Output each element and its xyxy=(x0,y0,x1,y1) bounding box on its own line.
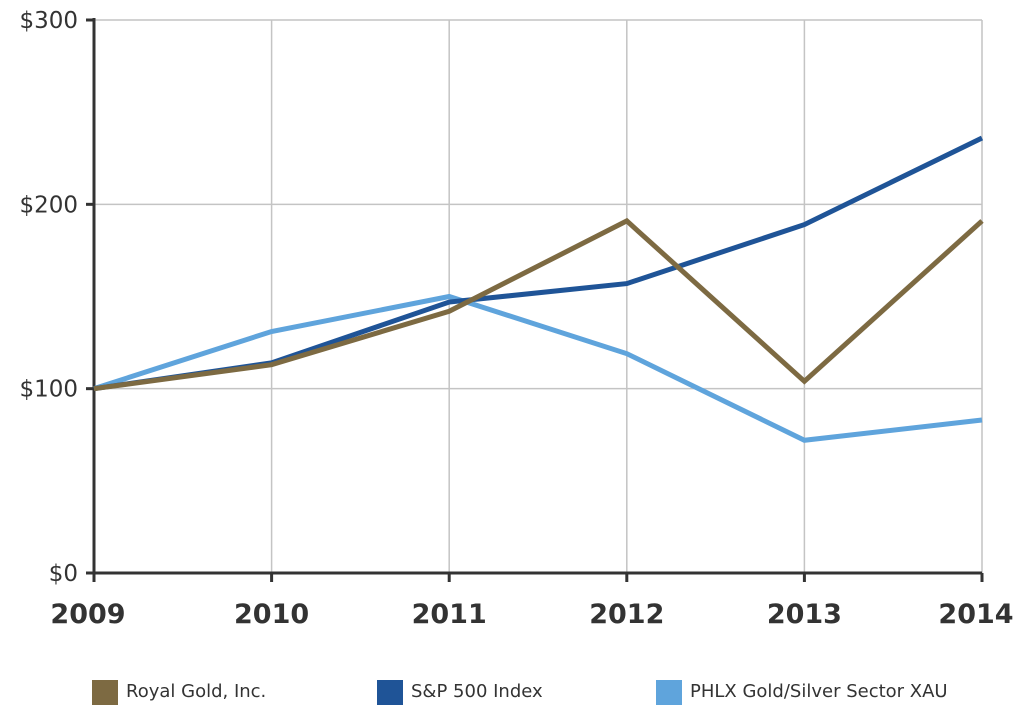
series-lines xyxy=(93,135,984,443)
legend-swatch xyxy=(656,680,682,705)
y-tick-labels: $0 $100 $200 $300 xyxy=(19,8,78,587)
x-tick-labels: 2009 2010 2011 2012 2013 2014 xyxy=(50,599,1013,630)
x-tick-label: 2009 xyxy=(50,599,125,630)
grid xyxy=(94,19,983,573)
axes xyxy=(86,18,984,582)
legend-item: Royal Gold, Inc. xyxy=(92,680,266,705)
legend-swatch xyxy=(377,680,403,705)
legend-label: PHLX Gold/Silver Sector XAU xyxy=(690,681,948,702)
legend-item: S&P 500 Index xyxy=(377,680,543,705)
y-tick-label: $300 xyxy=(19,8,78,34)
legend-label: S&P 500 Index xyxy=(411,681,543,702)
y-tick-label: $100 xyxy=(19,377,78,403)
x-tick-label: 2013 xyxy=(767,599,842,630)
legend-label: Royal Gold, Inc. xyxy=(126,681,266,702)
series-line-phlx-gold-silver-sector-xau xyxy=(93,293,983,443)
legend-item: PHLX Gold/Silver Sector XAU xyxy=(656,680,948,705)
x-tick-label: 2011 xyxy=(412,599,487,630)
legend-swatch xyxy=(92,680,118,705)
legend: Royal Gold, Inc. S&P 500 Index PHLX Gold/S… xyxy=(92,680,948,705)
x-tick-label: 2010 xyxy=(234,599,309,630)
x-tick-label: 2014 xyxy=(938,599,1013,630)
x-tick-label: 2012 xyxy=(589,599,664,630)
series-line-royal-gold-inc xyxy=(93,217,984,392)
y-tick-label: $0 xyxy=(49,561,78,587)
y-tick-label: $200 xyxy=(19,192,78,218)
